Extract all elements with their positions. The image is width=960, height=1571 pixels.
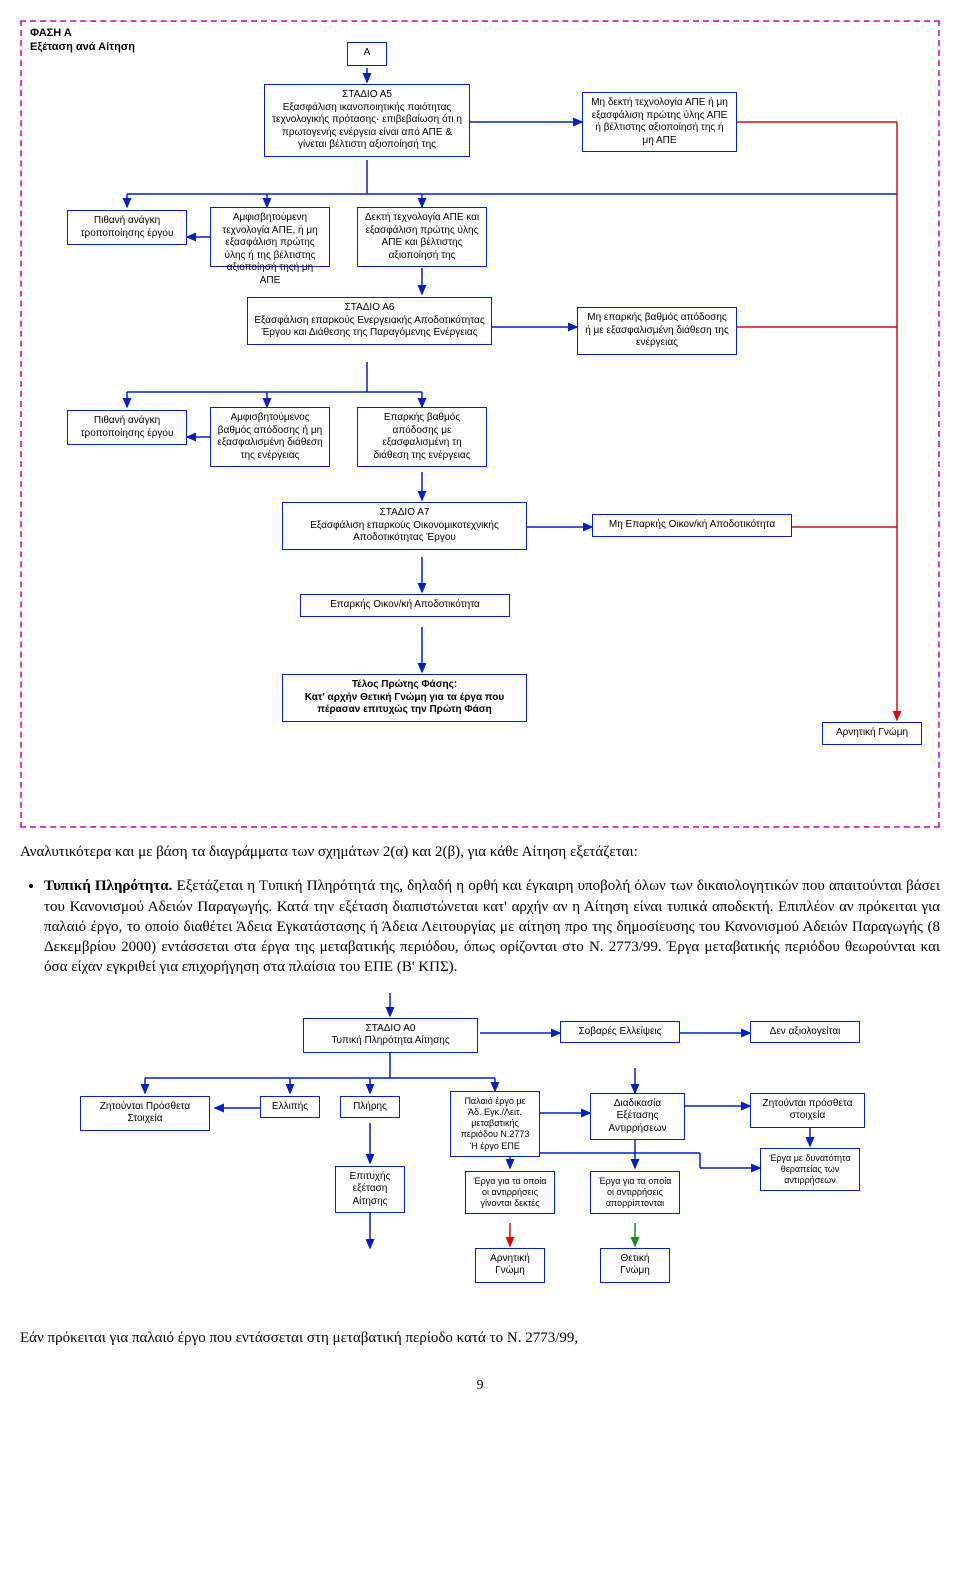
s6-mod: Πιθανή ανάγκη τροποποίησης έργου xyxy=(67,410,187,445)
after-text: Εάν πρόκειται για παλαιό έργο που εντάσσ… xyxy=(20,1328,940,1348)
stage-a5: ΣΤΑΔΙΟ Α5 Εξασφάλιση ικανοποιητικής ποιό… xyxy=(264,84,470,157)
stage-a0-text: ΣΤΑΔΙΟ Α0 Τυπική Πληρότητα Αίτησης xyxy=(310,1023,471,1048)
bullet-head: Τυπική Πληρότητα. xyxy=(44,878,172,894)
end-pos-title: Τέλος Πρώτης Φάσης: Κατ' αρχήν Θετική Γν… xyxy=(305,679,504,715)
success: Επιτυχής εξέταση Αίτησης xyxy=(335,1166,405,1214)
stage-a5-text: ΣΤΑΔΙΟ Α5 Εξασφάλιση ικανοποιητικής ποιό… xyxy=(271,89,463,152)
phase-title-l2: Εξέταση ανά Αίτηση xyxy=(30,41,135,53)
obj-rej: Έργα για τα οποία οι αντιρρήσεις απορρίπ… xyxy=(590,1171,680,1215)
diagram-a0: ΣΤΑΔΙΟ Α0 Τυπική Πληρότητα Αίτησης Σοβαρ… xyxy=(20,988,940,1308)
neg-opinion: Αρνητική Γνώμη xyxy=(475,1248,545,1283)
stage-a6-text: ΣΤΑΔΙΟ Α6 Εξασφάλιση επαρκούς Ενεργειακή… xyxy=(254,302,485,340)
end-neg: Αρνητική Γνώμη xyxy=(822,722,922,745)
s7-ok: Επαρκής Οικον/κή Αποδοτικότητα xyxy=(300,594,510,617)
bullet-body: Εξετάζεται η Τυπική Πληρότητά της, δηλαδ… xyxy=(44,878,940,975)
phase-title-l1: ΦΑΣΗ Α xyxy=(30,27,72,39)
s6-ok: Επαρκής βαθμός απόδοσης με εξασφαλισμένη… xyxy=(357,407,487,467)
partial: Ελλιπής xyxy=(260,1096,320,1119)
s7-reject: Μη Επαρκής Οικον/κή Αποδοτικότητα xyxy=(592,514,792,537)
reqmore: Ζητούνται Πρόσθετα Στοιχεία xyxy=(80,1096,210,1131)
s6-disp: Αμφισβητούμενος βαθμός απόδοσης ή μη εξα… xyxy=(210,407,330,467)
reqmore2: Ζητούνται πρόσθετα στοιχεία xyxy=(750,1093,865,1128)
noeval: Δεν αξιολογείται xyxy=(750,1021,860,1044)
s5-mod: Πιθανή ανάγκη τροποποίησης έργου xyxy=(67,210,187,245)
stage-a7-text: ΣΤΑΔΙΟ Α7 Εξασφάλιση επαρκούς Οικονομικο… xyxy=(289,507,520,545)
pos-opinion: Θετική Γνώμη xyxy=(600,1248,670,1283)
s5-reject: Μη δεκτή τεχνολογία ΑΠΕ ή μη εξασφάλιση … xyxy=(582,92,737,152)
severe: Σοβαρές Ελλείψεις xyxy=(560,1021,680,1044)
stage-a7: ΣΤΑΔΙΟ Α7 Εξασφάλιση επαρκούς Οικονομικο… xyxy=(282,502,527,550)
full: Πλήρης xyxy=(340,1096,400,1119)
s6-reject: Μη επαρκής βαθμός απόδοσης ή με εξασφαλι… xyxy=(577,307,737,355)
s5-disp: Αμφισβητούμενη τεχνολογία ΑΠΕ, ή μη εξασ… xyxy=(210,207,330,267)
stage-a6: ΣΤΑΔΙΟ Α6 Εξασφάλιση επαρκούς Ενεργειακή… xyxy=(247,297,492,345)
s5-ok: Δεκτή τεχνολογία ΑΠΕ και εξασφάλιση πρώτ… xyxy=(357,207,487,267)
phase-a-container: ΦΑΣΗ Α Εξέταση ανά Αίτηση xyxy=(20,20,940,828)
bullet-list: Τυπική Πληρότητα. Εξετάζεται η Τυπική Πλ… xyxy=(20,876,940,977)
old-project: Παλαιό έργο με Άδ. Εγκ./Λειτ. μεταβατική… xyxy=(450,1091,540,1157)
objproc: Διαδικασία Εξέτασης Αντιρρήσεων xyxy=(590,1093,685,1141)
bullet-typiki: Τυπική Πληρότητα. Εξετάζεται η Τυπική Πλ… xyxy=(44,876,940,977)
stage-a0: ΣΤΑΔΙΟ Α0 Τυπική Πληρότητα Αίτησης xyxy=(303,1018,478,1053)
obj-cure: Έργα με δυνατότητα θεραπείας των αντιρρή… xyxy=(760,1148,860,1192)
obj-ok: Έργα για τα οποία οι αντιρρήσεις γίνοντα… xyxy=(465,1171,555,1215)
connector-a: A xyxy=(347,42,387,66)
end-positive: Τέλος Πρώτης Φάσης: Κατ' αρχήν Θετική Γν… xyxy=(282,674,527,722)
intro-text: Αναλυτικότερα και με βάση τα διαγράμματα… xyxy=(20,842,940,862)
page-number: 9 xyxy=(20,1378,940,1394)
phase-title: ΦΑΣΗ Α Εξέταση ανά Αίτηση xyxy=(30,26,135,55)
